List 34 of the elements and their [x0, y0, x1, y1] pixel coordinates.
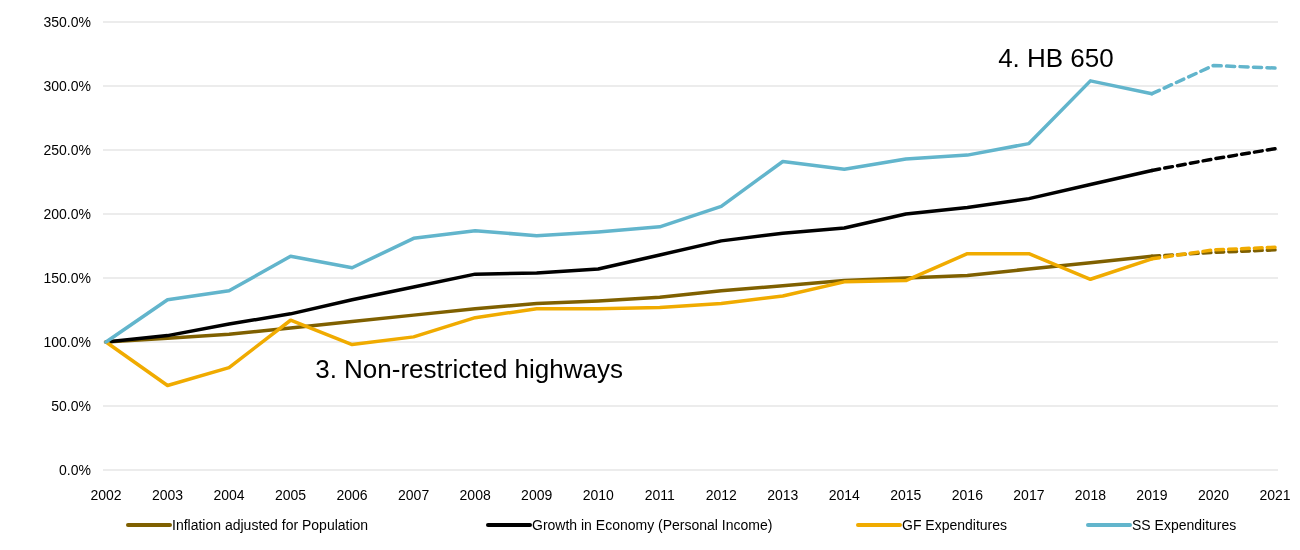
- y-tick-label: 200.0%: [43, 205, 91, 222]
- x-tick-label: 2017: [1013, 487, 1045, 503]
- x-tick-label: 2015: [890, 487, 922, 503]
- x-tick-label: 2002: [90, 487, 122, 503]
- y-tick-label: 300.0%: [43, 77, 91, 94]
- x-tick-label: 2007: [398, 487, 430, 503]
- x-tick-label: 2016: [951, 487, 984, 503]
- x-tick-label: 2013: [767, 487, 799, 503]
- annotation: 3. Non-restricted highways: [315, 353, 623, 384]
- x-tick-label: 2012: [705, 487, 738, 503]
- x-tick-label: 2009: [521, 487, 553, 503]
- x-tick-label: 2020: [1197, 487, 1230, 503]
- x-tick-label: 2014: [828, 487, 861, 503]
- y-tick-label: 350.0%: [43, 13, 91, 30]
- x-tick-label: 2010: [582, 487, 614, 503]
- x-tick-label: 2003: [151, 487, 184, 503]
- x-tick-label: 2005: [275, 487, 307, 503]
- y-tick-label: 250.0%: [43, 141, 91, 158]
- legend-label: Growth in Economy (Personal Income): [532, 516, 773, 533]
- y-tick-label: 100.0%: [43, 333, 91, 350]
- y-tick-label: 0.0%: [59, 461, 91, 478]
- x-tick-label: 2008: [459, 487, 491, 503]
- x-tick-label: 2004: [213, 487, 245, 503]
- x-tick-label: 2006: [336, 487, 368, 503]
- y-tick-label: 150.0%: [43, 269, 91, 286]
- x-tick-label: 2021: [1259, 487, 1291, 503]
- legend-label: SS Expenditures: [1132, 516, 1237, 533]
- x-tick-label: 2018: [1074, 487, 1107, 503]
- x-tick-label: 2011: [644, 487, 675, 503]
- y-tick-label: 50.0%: [51, 397, 91, 414]
- x-tick-label: 2019: [1136, 487, 1168, 503]
- annotation: 4. HB 650: [998, 42, 1114, 73]
- legend-label: GF Expenditures: [902, 516, 1008, 533]
- legend-label: Inflation adjusted for Population: [172, 516, 369, 533]
